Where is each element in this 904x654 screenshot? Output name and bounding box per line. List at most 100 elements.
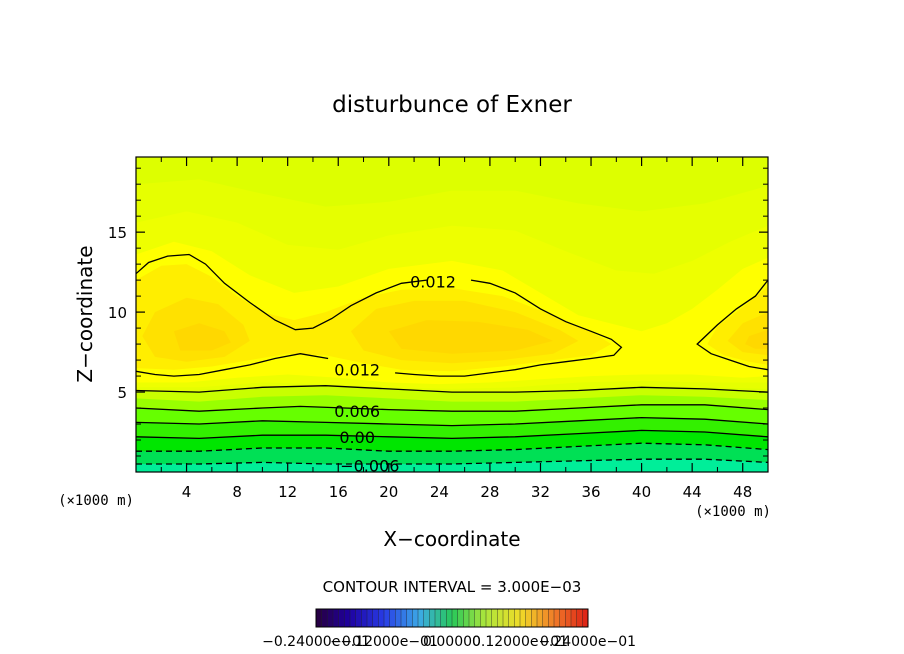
x-tick-label: 12 — [278, 483, 297, 501]
contour-line — [136, 385, 768, 393]
colorbar-cell — [367, 609, 373, 627]
colorbar-cell — [582, 609, 589, 627]
colorbar-cell — [406, 609, 413, 627]
colorbar-cell — [384, 609, 390, 627]
x-tick-label: 28 — [480, 483, 499, 501]
y-tick-label: 10 — [108, 304, 127, 322]
x-tick-label: 36 — [581, 483, 600, 501]
y-tick-label: 15 — [108, 224, 127, 242]
colorbar-cell — [418, 609, 424, 627]
colorbar-cell — [565, 609, 572, 627]
colorbar-cell — [525, 609, 532, 627]
contour-label: 0.00 — [339, 428, 375, 447]
colorbar-tick-label: −0.12000e−01 — [330, 634, 438, 650]
y-axis-ticks: 5 10 15 — [108, 167, 768, 457]
contour-line — [136, 353, 329, 377]
colorbar-cell — [412, 609, 419, 627]
colorbar-cell — [571, 609, 577, 627]
colorbar-labels: −0.24000e−01−0.12000e−010.000000.12000e−… — [262, 634, 636, 650]
colorbar-cell — [469, 609, 475, 627]
x-axis-label: X−coordinate — [383, 527, 520, 551]
colorbar-cell — [338, 609, 345, 627]
colorbar-cell — [559, 609, 566, 627]
colorbar-cell — [537, 609, 543, 627]
x-tick-label: 48 — [733, 483, 752, 501]
contour-line — [136, 458, 768, 465]
x-unit-left: (×1000 m) — [58, 493, 134, 509]
colorbar-cell — [435, 609, 441, 627]
colorbar-cell — [316, 609, 322, 627]
contour-label: −0.006 — [340, 457, 399, 476]
colorbar-cell — [321, 609, 328, 627]
x-tick-label: 24 — [430, 483, 449, 501]
x-tick-label: 4 — [182, 483, 192, 501]
colorbar-cell — [429, 609, 436, 627]
colorbar-cell — [480, 609, 487, 627]
colorbar — [315, 608, 589, 628]
contour-label: 0.012 — [334, 361, 380, 380]
colorbar-cell — [548, 609, 555, 627]
contour-fill-band — [745, 329, 768, 349]
contour-fill-band — [388, 320, 554, 354]
colorbar-cell — [474, 609, 481, 627]
colorbar-cell — [423, 609, 430, 627]
colorbar-tick-label: 0.00000 — [423, 634, 481, 650]
chart-title: disturbunce of Exner — [332, 92, 572, 118]
y-axis-label: Z−coordinate — [73, 245, 97, 382]
colorbar-cell — [372, 609, 379, 627]
colorbar-cell — [542, 609, 549, 627]
y-tick-label: 5 — [117, 384, 127, 402]
x-axis-ticks: 4 8 12 16 20 24 28 32 36 40 44 48 — [160, 157, 752, 501]
contour-label: 0.012 — [410, 273, 456, 292]
colorbar-cell — [395, 609, 402, 627]
colorbar-cell — [503, 609, 509, 627]
x-tick-label: 8 — [232, 483, 242, 501]
contour-line — [136, 404, 768, 412]
colorbar-cell — [457, 609, 464, 627]
colorbar-cell — [576, 609, 583, 627]
contour-label: 0.006 — [334, 402, 380, 421]
x-unit-right: (×1000 m) — [695, 504, 771, 520]
colorbar-cell — [486, 609, 492, 627]
colorbar-cell — [463, 609, 470, 627]
filled-contours — [136, 157, 768, 472]
x-tick-label: 44 — [683, 483, 702, 501]
plot-frame — [135, 156, 769, 473]
colorbar-cell — [452, 609, 458, 627]
x-tick-label: 40 — [632, 483, 651, 501]
colorbar-cell — [401, 609, 407, 627]
colorbar-cell — [491, 609, 498, 627]
colorbar-tick-label: 0.24000e−01 — [540, 634, 636, 650]
x-tick-label: 16 — [329, 483, 348, 501]
colorbar-cell — [327, 609, 334, 627]
contour-interval-text: CONTOUR INTERVAL = 3.000E−03 — [323, 578, 582, 596]
colorbar-cell — [389, 609, 396, 627]
colorbar-cell — [355, 609, 362, 627]
contour-line — [136, 416, 768, 427]
contour-fill-band — [136, 459, 768, 472]
x-tick-label: 32 — [531, 483, 550, 501]
colorbar-frame — [315, 608, 589, 628]
colorbar-cell — [440, 609, 447, 627]
contour-labels: 0.012 0.012 0.006 0.00 −0.006 — [334, 273, 456, 476]
colorbar-tick-label: −0.24000e−01 — [262, 634, 370, 650]
colorbar-cell — [446, 609, 453, 627]
colorbar-cell — [361, 609, 368, 627]
contour-line — [136, 429, 768, 440]
colorbar-cell — [333, 609, 339, 627]
contour-line — [696, 279, 768, 371]
colorbar-cell — [350, 609, 356, 627]
colorbar-cell — [344, 609, 351, 627]
contour-fill-band — [173, 323, 231, 351]
colorbar-tick-label: 0.12000e−01 — [472, 634, 568, 650]
colorbar-cell — [531, 609, 538, 627]
contour-line — [136, 253, 427, 331]
colorbar-cell — [497, 609, 504, 627]
colorbar-cell — [520, 609, 526, 627]
contour-lines — [136, 253, 768, 465]
colorbar-cell — [378, 609, 385, 627]
contour-line — [136, 442, 768, 452]
x-tick-label: 20 — [379, 483, 398, 501]
colorbar-cell — [514, 609, 521, 627]
